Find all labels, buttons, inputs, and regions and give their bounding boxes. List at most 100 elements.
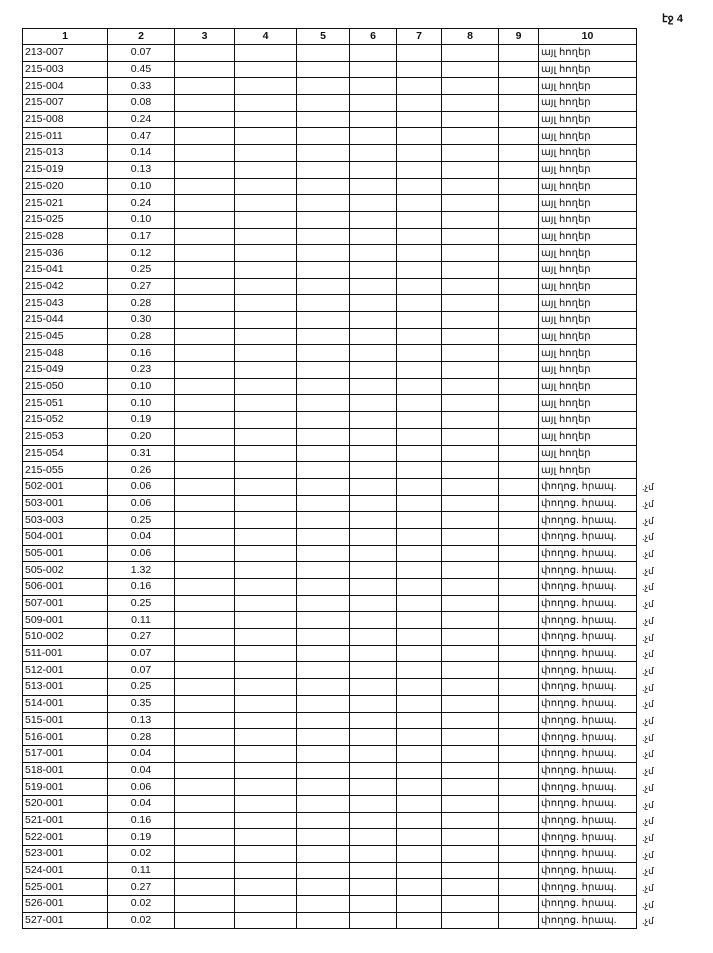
table-row: 526-001 0.02 փողոց. հրապ. xyxy=(22,895,637,913)
empty-cell xyxy=(174,160,235,179)
area-value: 0.25 xyxy=(107,678,175,696)
area-value: 0.04 xyxy=(107,744,175,763)
empty-cell xyxy=(234,694,297,713)
empty-cell xyxy=(296,561,350,579)
land-type: փողոց. հրապ. xyxy=(538,477,637,496)
area-value: 0.06 xyxy=(107,778,175,796)
column-header-5: 5 xyxy=(296,28,350,45)
empty-cell xyxy=(396,544,442,563)
empty-cell xyxy=(349,561,397,579)
land-type: այլ հողեր xyxy=(538,160,637,179)
empty-cell xyxy=(349,778,397,796)
empty-cell xyxy=(498,878,539,897)
parcel-code: 215-007 xyxy=(22,94,108,112)
empty-cell xyxy=(498,611,539,630)
empty-cell xyxy=(296,845,350,863)
land-type: այլ հողեր xyxy=(538,177,637,196)
empty-cell xyxy=(396,728,442,746)
margin-note: .չմ xyxy=(642,599,654,610)
area-value: 0.10 xyxy=(107,377,175,396)
parcel-code: 505-001 xyxy=(22,544,108,563)
table-row: 215-019 0.13 այլ հողեր xyxy=(22,160,637,179)
parcel-code: 502-001 xyxy=(22,477,108,496)
empty-cell xyxy=(349,845,397,863)
empty-cell xyxy=(498,411,539,429)
land-type: այլ հողեր xyxy=(538,327,637,346)
empty-cell xyxy=(441,210,499,229)
empty-cell xyxy=(396,60,442,79)
empty-cell xyxy=(396,277,442,296)
empty-cell xyxy=(296,828,350,846)
empty-cell xyxy=(349,244,397,262)
margin-note: .չմ xyxy=(642,665,654,676)
empty-cell xyxy=(174,644,235,663)
empty-cell xyxy=(349,761,397,780)
empty-cell xyxy=(296,628,350,646)
empty-cell xyxy=(174,277,235,296)
parcel-code: 512-001 xyxy=(22,661,108,680)
empty-cell xyxy=(396,444,442,463)
table-row: 215-025 0.10 այլ հողեր xyxy=(22,210,637,229)
empty-cell xyxy=(296,878,350,897)
empty-cell xyxy=(234,494,297,513)
land-type: փողոց. հրապ. xyxy=(538,694,637,713)
empty-cell xyxy=(234,294,297,312)
empty-cell xyxy=(498,144,539,162)
table-row: 516-001 0.28 փողոց. հրապ. xyxy=(22,728,637,746)
land-type: այլ հողեր xyxy=(538,44,637,62)
empty-cell xyxy=(174,511,235,529)
land-type: այլ հողեր xyxy=(538,294,637,312)
empty-cell xyxy=(441,344,499,363)
empty-cell xyxy=(174,477,235,496)
empty-cell xyxy=(498,427,539,446)
empty-cell xyxy=(174,828,235,846)
empty-cell xyxy=(174,427,235,446)
empty-cell xyxy=(234,644,297,663)
empty-cell xyxy=(498,578,539,596)
empty-cell xyxy=(349,160,397,179)
margin-note: .չմ xyxy=(642,582,654,593)
empty-cell xyxy=(396,661,442,680)
area-value: 0.11 xyxy=(107,611,175,630)
empty-cell xyxy=(498,361,539,379)
empty-cell xyxy=(234,477,297,496)
empty-cell xyxy=(174,711,235,730)
empty-cell xyxy=(296,361,350,379)
empty-cell xyxy=(349,444,397,463)
empty-cell xyxy=(441,160,499,179)
empty-cell xyxy=(174,561,235,579)
column-header-6: 6 xyxy=(349,28,397,45)
empty-cell xyxy=(296,244,350,262)
area-value: 0.06 xyxy=(107,544,175,563)
parcel-code: 513-001 xyxy=(22,678,108,696)
empty-cell xyxy=(174,494,235,513)
empty-cell xyxy=(234,110,297,129)
column-header-4: 4 xyxy=(234,28,297,45)
table-row: 505-002 1.32 փողոց. հրապ. xyxy=(22,561,637,579)
parcel-code: 527-001 xyxy=(22,911,108,930)
empty-cell xyxy=(396,861,442,880)
table-row: 522-001 0.19 փողոց. հրապ. xyxy=(22,828,637,846)
header-row: 1 2 3 4 5 6 7 8 9 10 xyxy=(22,28,637,45)
parcel-code: 524-001 xyxy=(22,861,108,880)
empty-cell xyxy=(396,94,442,112)
empty-cell xyxy=(174,761,235,780)
empty-cell xyxy=(174,194,235,212)
empty-cell xyxy=(174,878,235,897)
land-type: փողոց. հրապ. xyxy=(538,794,637,813)
margin-note: .չմ xyxy=(642,482,654,493)
empty-cell xyxy=(441,144,499,162)
empty-cell xyxy=(349,44,397,62)
empty-cell xyxy=(441,294,499,312)
empty-cell xyxy=(349,711,397,730)
area-value: 0.23 xyxy=(107,361,175,379)
empty-cell xyxy=(174,244,235,262)
empty-cell xyxy=(441,411,499,429)
empty-cell xyxy=(396,744,442,763)
empty-cell xyxy=(296,210,350,229)
empty-cell xyxy=(174,377,235,396)
empty-cell xyxy=(396,311,442,329)
empty-cell xyxy=(441,544,499,563)
area-value: 0.02 xyxy=(107,911,175,930)
empty-cell xyxy=(349,194,397,212)
